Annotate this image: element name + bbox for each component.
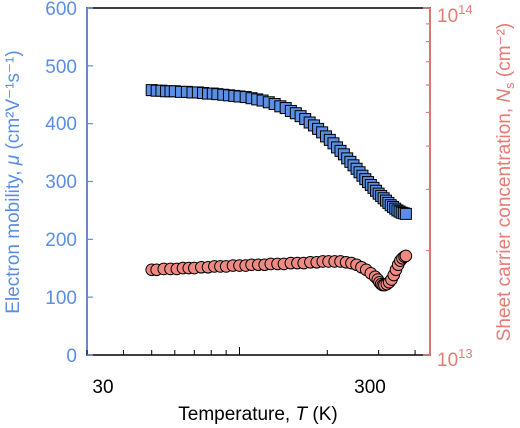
y-right-tick-label-1e13: 1013 (437, 346, 473, 371)
y-right-tick-label-1e14: 1014 (437, 2, 473, 27)
y-left-tick-label-200: 200 (45, 230, 77, 251)
concentration-point (399, 249, 413, 263)
y-left-tick-label-100: 100 (45, 288, 77, 309)
mobility-series (145, 84, 412, 220)
x-axis-title: Temperature, T (K) (178, 404, 337, 425)
y-left-tick-label-0: 0 (66, 346, 77, 367)
x-tick-label-30: 30 (92, 377, 113, 398)
y-left-ticks (87, 7, 93, 356)
y-right-ticks (423, 7, 430, 356)
plot-frame (86, 7, 431, 356)
y-left-tick-label-400: 400 (45, 114, 77, 135)
y-left-tick-label-600: 600 (45, 0, 77, 20)
mobility-point (399, 207, 412, 220)
y-left-axis-title: Electron mobility, μ (cm²V⁻¹s⁻¹) (3, 50, 24, 313)
x-tick-label-300: 300 (354, 377, 386, 398)
y-left-tick-label-300: 300 (45, 172, 77, 193)
concentration-series (145, 249, 413, 292)
y-left-tick-label-500: 500 (45, 57, 77, 78)
x-minor-ticks (86, 347, 416, 355)
y-right-axis-title: Sheet carrier concentration, Ns (cm⁻²) (494, 23, 517, 342)
